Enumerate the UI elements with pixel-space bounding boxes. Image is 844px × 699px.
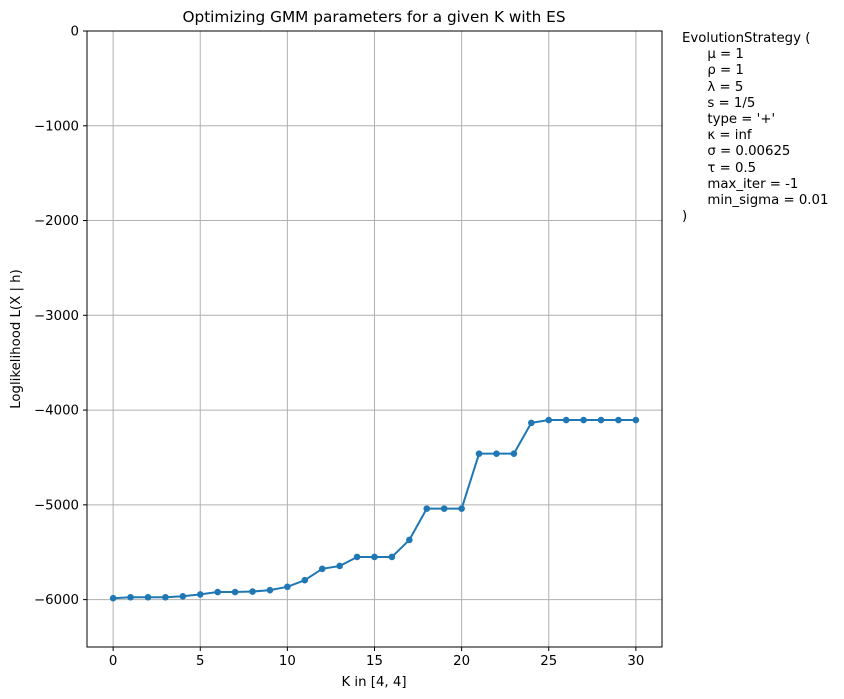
data-point bbox=[318, 565, 326, 573]
data-point bbox=[266, 586, 274, 594]
data-point bbox=[615, 416, 622, 424]
param-line: min_sigma = 0.01 bbox=[682, 192, 829, 208]
data-point bbox=[440, 505, 448, 512]
y-tick-label: −4000 bbox=[34, 404, 79, 419]
data-point bbox=[196, 591, 204, 598]
y-tick-label: −2000 bbox=[34, 214, 79, 229]
data-point bbox=[179, 592, 187, 600]
data-point bbox=[632, 416, 640, 424]
data-point bbox=[249, 588, 256, 595]
data-point bbox=[528, 419, 535, 427]
data-point bbox=[475, 450, 483, 457]
x-tick-label: 5 bbox=[196, 654, 204, 669]
x-axis-label: K in [4, 4] bbox=[341, 675, 406, 690]
y-tick-label: −5000 bbox=[34, 498, 79, 513]
x-tick-label: 30 bbox=[627, 654, 644, 669]
data-point bbox=[109, 594, 117, 602]
data-point bbox=[545, 416, 553, 424]
data-point bbox=[493, 450, 500, 457]
data-point bbox=[144, 593, 152, 601]
param-line: s = 1/5 bbox=[682, 95, 756, 111]
param-line: type = '+' bbox=[682, 111, 776, 127]
data-point bbox=[580, 416, 587, 424]
param-line: σ = 0.00625 bbox=[682, 144, 791, 160]
param-line: max_iter = -1 bbox=[682, 176, 799, 192]
data-point bbox=[214, 588, 221, 596]
param-line: ) bbox=[682, 209, 688, 225]
y-tick-label: 0 bbox=[71, 25, 79, 40]
y-tick-label: −3000 bbox=[34, 309, 79, 324]
y-tick-label: −1000 bbox=[34, 119, 79, 134]
data-point bbox=[458, 505, 465, 512]
y-axis-label: Loglikelihood L(X | h) bbox=[9, 269, 24, 409]
x-tick-label: 20 bbox=[453, 654, 470, 669]
data-point bbox=[231, 588, 239, 596]
param-line: ρ = 1 bbox=[682, 63, 744, 79]
data-point bbox=[162, 593, 169, 601]
chart-title: Optimizing GMM parameters for a given K … bbox=[182, 8, 565, 26]
data-point bbox=[127, 593, 134, 601]
data-point bbox=[301, 576, 309, 584]
x-tick-label: 15 bbox=[366, 654, 383, 669]
data-point bbox=[284, 583, 291, 591]
data-point bbox=[388, 553, 396, 561]
data-point bbox=[597, 416, 605, 424]
data-point bbox=[353, 553, 361, 561]
data-point bbox=[406, 536, 413, 544]
param-line: EvolutionStrategy ( bbox=[682, 31, 811, 46]
ticks-layer: 0 5 10 15 20 25 30 0 −1000 −2000 −3000 −4000 −5000 −6… bbox=[34, 25, 644, 670]
data-point bbox=[336, 562, 343, 570]
x-tick-label: 25 bbox=[540, 654, 557, 669]
estimator-params-text: EvolutionStrategy ( μ = 1 ρ = 1 λ = 5 s … bbox=[682, 31, 828, 225]
data-point bbox=[562, 416, 570, 424]
y-tick-label: −6000 bbox=[34, 593, 79, 608]
x-tick-label: 0 bbox=[109, 654, 117, 669]
data-point bbox=[371, 553, 378, 561]
param-line: κ = inf bbox=[682, 128, 752, 144]
x-tick-label: 10 bbox=[279, 654, 296, 669]
param-line: μ = 1 bbox=[682, 47, 744, 63]
param-line: τ = 0.5 bbox=[682, 160, 757, 176]
data-point bbox=[510, 450, 518, 457]
param-line: λ = 5 bbox=[682, 79, 744, 95]
series-layer bbox=[109, 416, 640, 602]
data-point bbox=[423, 505, 431, 512]
